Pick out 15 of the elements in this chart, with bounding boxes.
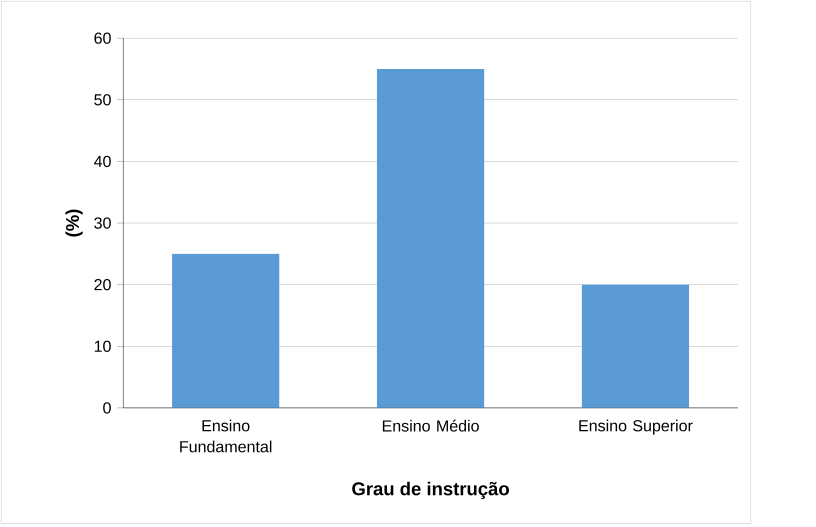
bar xyxy=(582,284,690,408)
bar xyxy=(172,254,280,408)
y-tick-label: 60 xyxy=(94,32,111,44)
x-tick-label: Ensino Superior xyxy=(579,419,693,434)
y-tick-label: 50 xyxy=(94,94,111,106)
x-axis-title: Grau de instrução xyxy=(352,482,509,499)
y-tick-label: 20 xyxy=(94,278,111,290)
x-tick-label: Ensino Fundamental xyxy=(180,419,272,452)
y-tick-label: 10 xyxy=(94,340,111,352)
x-tick-label: Ensino Médio xyxy=(382,419,479,432)
y-tick-label: 40 xyxy=(94,156,111,167)
y-tick-label: 30 xyxy=(94,217,111,228)
y-tick-label: 0 xyxy=(103,402,111,414)
bar xyxy=(376,68,484,408)
y-axis-title: (%) xyxy=(65,209,83,236)
